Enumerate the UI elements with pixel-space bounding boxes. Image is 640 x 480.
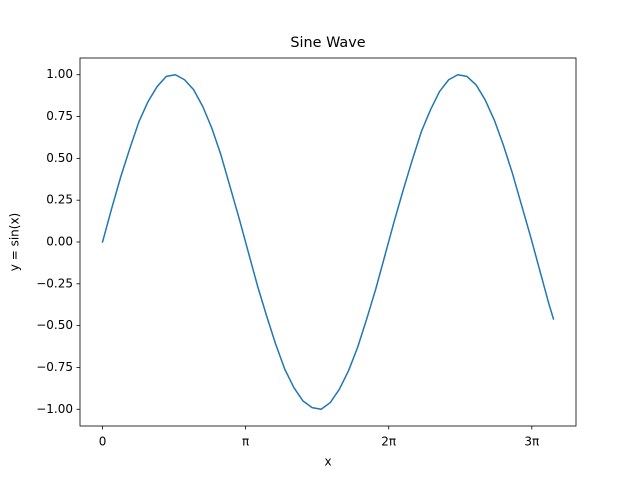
y-tick-label: 0.00 <box>46 235 73 249</box>
y-tick-label: −0.75 <box>36 360 73 374</box>
chart-title: Sine Wave <box>290 35 365 51</box>
y-axis-label: y = sin(x) <box>8 213 22 271</box>
x-axis-label: x <box>324 455 331 469</box>
x-tick-label: 0 <box>99 435 107 449</box>
x-tick-label: π <box>242 435 249 449</box>
line <box>101 73 555 411</box>
y-tick-label: −0.25 <box>36 276 73 290</box>
plot-frame <box>79 57 577 427</box>
x-tick-label: 2π <box>381 435 396 449</box>
y-tick-label: −1.00 <box>36 402 73 416</box>
y-tick-label: 0.25 <box>46 193 73 207</box>
y-tick-label: 0.50 <box>46 151 73 165</box>
y-tick-label: 0.75 <box>46 109 73 123</box>
y-tick-label: 1.00 <box>46 67 73 81</box>
x-tick-label: 3π <box>524 435 539 449</box>
y-tick-label: −0.50 <box>36 318 73 332</box>
